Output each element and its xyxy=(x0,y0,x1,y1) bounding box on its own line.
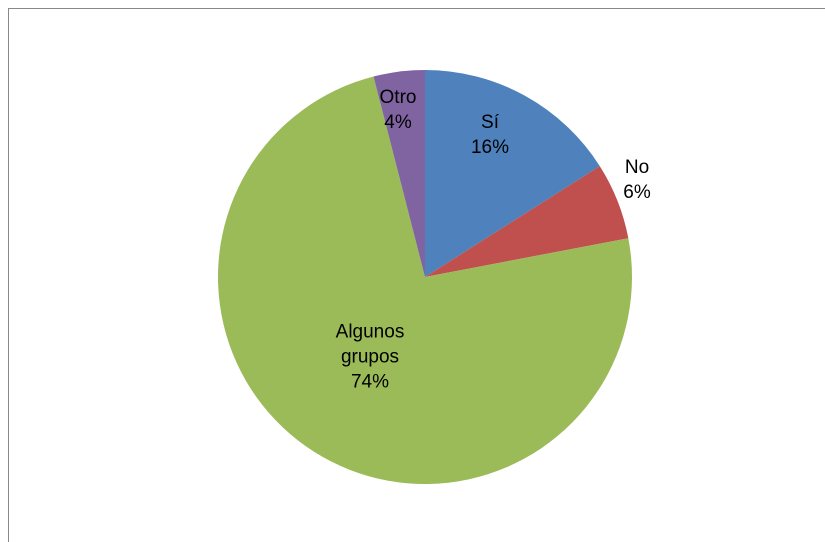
category-label: No xyxy=(624,157,650,178)
data-label: Sí 16% xyxy=(435,110,545,160)
category-label: Algunos grupos xyxy=(335,321,405,368)
category-label: Sí xyxy=(481,112,499,133)
data-label: No 6% xyxy=(582,155,692,205)
pie-slice xyxy=(425,70,600,277)
value-label: 4% xyxy=(384,112,412,133)
data-label: Otro 4% xyxy=(343,85,453,135)
pie-slice xyxy=(217,76,632,484)
value-label: 16% xyxy=(470,137,510,158)
value-label: 74% xyxy=(350,371,390,393)
category-label: Otro xyxy=(379,87,417,108)
pie-slice xyxy=(373,70,425,277)
pie-slice xyxy=(425,166,629,277)
value-label: 6% xyxy=(623,182,651,203)
data-label: Algunos grupos 74% xyxy=(315,320,425,395)
